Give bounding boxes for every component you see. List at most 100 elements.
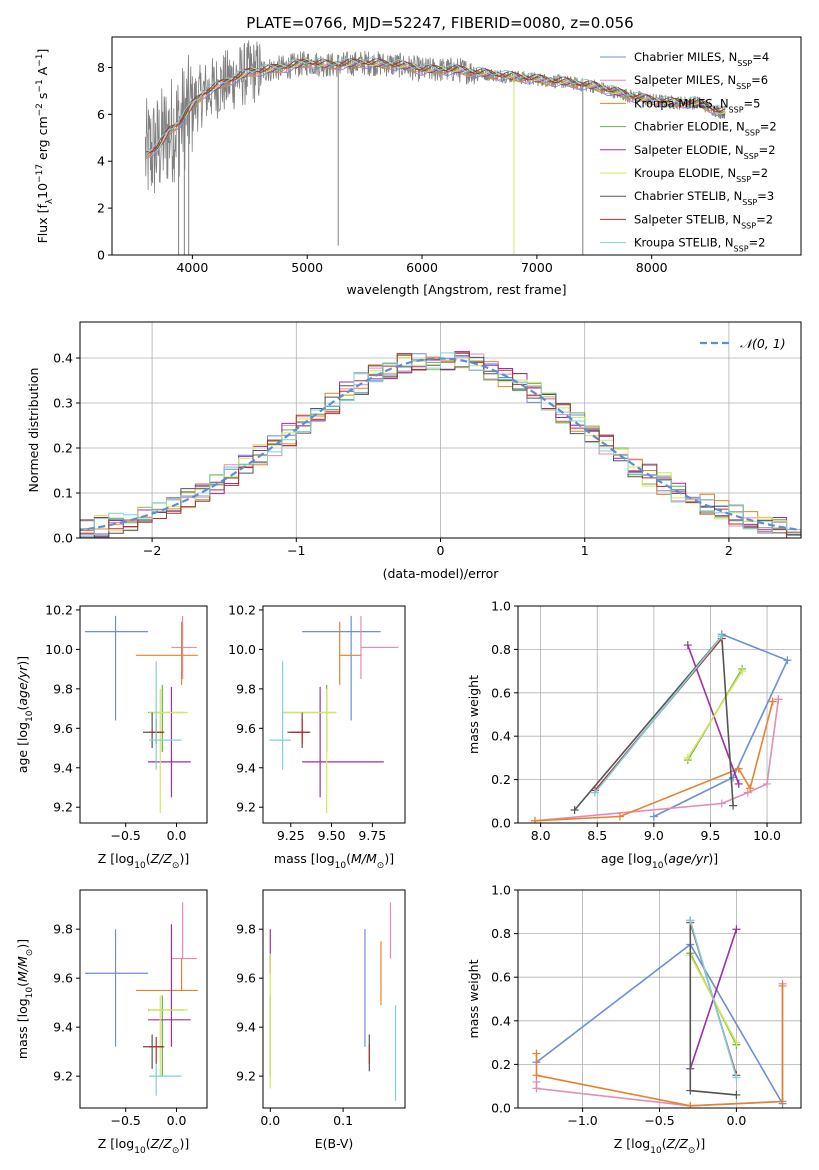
plot-area <box>144 40 726 255</box>
label-part: age/yr <box>668 851 709 866</box>
mass-weight-marker <box>734 779 743 788</box>
legend-sub: SSP <box>744 151 759 160</box>
x-tick-label: 1 <box>581 543 589 558</box>
y-axis-label: Normed distribution <box>26 368 41 493</box>
legend-text: Chabrier MILES, N <box>634 50 737 64</box>
mass-weight-marker <box>763 779 772 788</box>
mass-weight-marker <box>649 812 658 821</box>
label-part: Flux [f <box>35 204 50 244</box>
label-part: A <box>35 66 50 79</box>
x-tick-label: 0.1 <box>333 1113 353 1128</box>
axes-frame <box>79 605 208 824</box>
y-tick-label: 0.0 <box>53 531 73 546</box>
mass-weight-marker <box>743 788 752 797</box>
legend-text: Salpeter ELODIE, N <box>634 143 744 157</box>
label-part: ( <box>146 851 151 866</box>
y-tick-label: 10.0 <box>228 642 256 657</box>
mass-weight-marker <box>783 656 792 665</box>
legend-sub: SSP <box>729 105 744 114</box>
x-tick-label: −0.5 <box>111 828 141 843</box>
y-tick-label: 8 <box>97 60 105 75</box>
mass-weight-marker <box>732 1038 741 1047</box>
panel-residuals: −2 −1 0 1 2 0.0 0.1 0.2 0.3 0.4 𝒩(0, 1) (data-model… <box>26 321 802 581</box>
legend-text: =6 <box>751 73 768 87</box>
panel-mass_vs_Z: −0.5 0.09.29.49.69.8Z [log10(Z/Z⊙)]mass [… <box>15 889 208 1156</box>
x-tick-label: 0 <box>437 543 445 558</box>
mass-weight-line <box>687 670 743 759</box>
y-axis-label: mass weight <box>466 675 481 754</box>
y-tick-label: 0 <box>97 248 105 263</box>
y-tick-label: 0.8 <box>491 926 511 941</box>
mass-weight-marker <box>590 788 599 797</box>
x-tick-label: −0.5 <box>644 1113 674 1128</box>
legend-text: Salpeter MILES, N <box>634 73 736 87</box>
plot-area <box>85 902 198 1096</box>
panel-mass_vs_EBV: 0.0 0.1 9.2 9.4 9.6 9.8 E(B-V) <box>236 889 406 1151</box>
y-tick-label: 1.0 <box>491 883 511 898</box>
y-tick-label: 0.0 <box>491 1101 511 1116</box>
mass-weight-line <box>653 633 789 818</box>
y-tick-label: 10.2 <box>228 602 256 617</box>
label-part: M/M <box>351 851 377 866</box>
mass-weight-marker <box>686 1086 695 1095</box>
mass-weight-marker <box>683 641 692 650</box>
x-tick-label: 9.0 <box>644 828 664 843</box>
y-axis-label: age [log10(age/yr)] <box>15 656 35 773</box>
label-part: (data-model)/error <box>383 566 500 581</box>
mass-weight-marker <box>778 1097 787 1106</box>
y-tick-label: 2 <box>97 201 105 216</box>
y-tick-label: 9.2 <box>236 1069 256 1084</box>
legend-sub: SSP <box>741 221 756 230</box>
y-tick-label: 9.8 <box>53 922 73 937</box>
label-part: mass [log <box>15 998 30 1059</box>
mass-weight-marker <box>532 1084 541 1093</box>
legend-entry: Kroupa ELODIE, NSSP=2 <box>634 166 768 184</box>
label-part: mass [log <box>274 851 335 866</box>
panel-mass_weight_vs_Z: −1.0 −0.5 0.0 0.0 0.2 0.4 0.6 0.8 1.0 Z [log10(Z/… <box>466 883 802 1156</box>
axes-frame <box>262 605 406 824</box>
mass-weight-marker <box>717 799 726 808</box>
legend-entry: Kroupa MILES, NSSP=5 <box>634 96 760 114</box>
model-spectrum <box>146 62 726 159</box>
label-part: λ <box>45 198 55 204</box>
legend-entry: Salpeter MILES, NSSP=6 <box>634 73 768 91</box>
y-tick-label: 10.0 <box>45 642 73 657</box>
y-tick-label: 9.4 <box>236 760 256 775</box>
y-tick-label: 9.2 <box>53 1069 73 1084</box>
y-tick-label: 9.6 <box>53 721 73 736</box>
x-tick-label: 8000 <box>636 260 668 275</box>
mass-weight-marker <box>683 753 692 762</box>
label-part: erg cm <box>35 116 50 164</box>
legend-text: =2 <box>760 120 777 134</box>
label-part: Z/Z <box>666 1136 689 1151</box>
x-axis-label: Z [log10(Z/Z⊙)] <box>98 1136 189 1156</box>
label-part: 10 <box>25 987 35 999</box>
legend-sub: SSP <box>745 128 760 137</box>
y-tick-label: 0.8 <box>491 642 511 657</box>
label-part: )] <box>179 1136 189 1151</box>
panel-age_vs_mass: 9.25 9.50 9.75 9.2 9.4 9.6 9.8 10.0 10.2 mass [lo… <box>228 602 406 871</box>
label-part: )] <box>708 851 718 866</box>
label-part: ⊙ <box>172 861 180 871</box>
legend-text: =2 <box>759 143 776 157</box>
axes-frame <box>111 36 802 256</box>
x-tick-label: 9.75 <box>358 828 386 843</box>
legend-sub: SSP <box>737 59 752 68</box>
legend-text: Kroupa ELODIE, N <box>634 166 736 180</box>
legend-text: =2 <box>756 212 773 226</box>
legend-text: Chabrier STELIB, N <box>634 189 742 203</box>
legend-text: Kroupa MILES, N <box>634 96 729 110</box>
x-axis-label: mass [log10(M/M⊙)] <box>274 851 394 871</box>
y-tick-label: 0.4 <box>491 729 511 744</box>
mass-weight-marker <box>738 667 747 676</box>
model-spectrum <box>146 57 726 155</box>
legend-sub: SSP <box>736 82 751 91</box>
axes-frame <box>517 605 802 824</box>
label-part: 10 <box>134 861 146 871</box>
plot-area <box>530 630 792 823</box>
label-part: )] <box>384 851 394 866</box>
label-part: 10 <box>134 1146 146 1156</box>
x-tick-label: −0.5 <box>111 1113 141 1128</box>
x-tick-label: 0.0 <box>726 1113 746 1128</box>
